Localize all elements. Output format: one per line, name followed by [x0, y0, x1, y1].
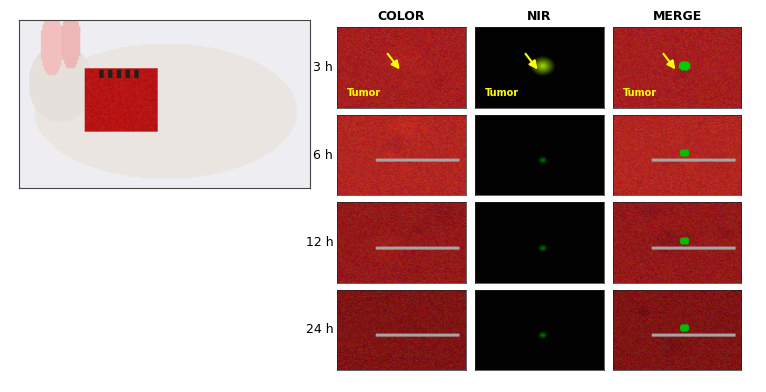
- Text: COLOR: COLOR: [378, 10, 425, 23]
- Text: 3 h: 3 h: [313, 61, 333, 74]
- Text: 24 h: 24 h: [306, 323, 333, 336]
- Text: 6 h: 6 h: [313, 149, 333, 162]
- Text: 12 h: 12 h: [306, 236, 333, 249]
- Text: Tumor: Tumor: [623, 88, 657, 98]
- Text: MERGE: MERGE: [653, 10, 702, 23]
- Text: Tumor: Tumor: [347, 88, 381, 98]
- Text: NIR: NIR: [527, 10, 552, 23]
- Text: Tumor: Tumor: [485, 88, 519, 98]
